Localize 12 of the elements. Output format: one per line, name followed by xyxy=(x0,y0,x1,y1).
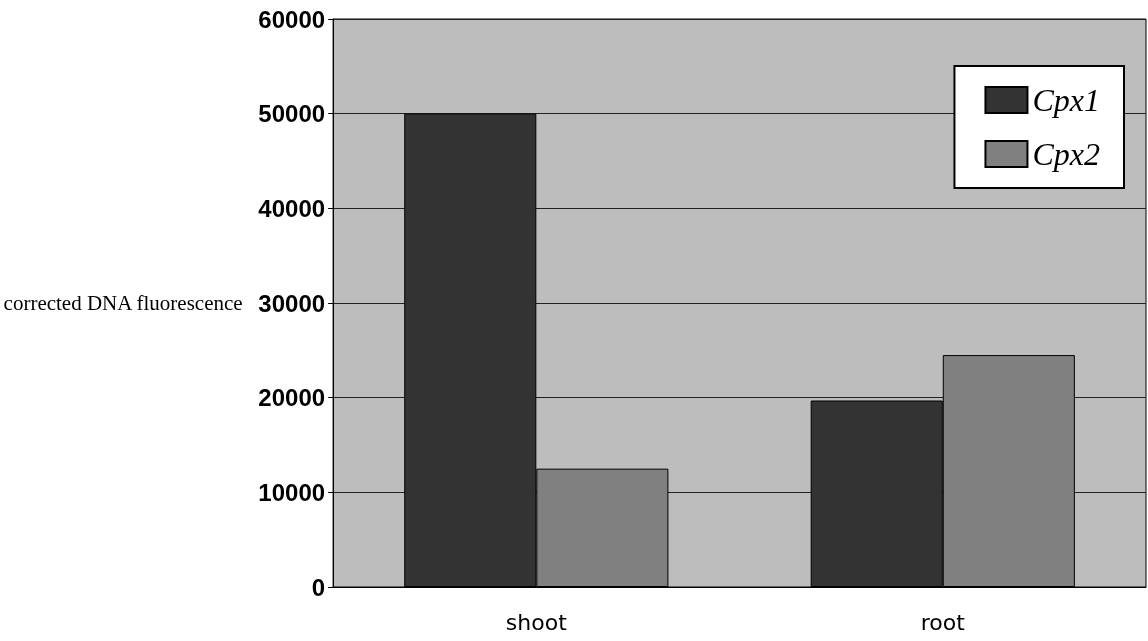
y-axis-title: corrected DNA fluorescence xyxy=(3,291,243,315)
y-tick-label: 50000 xyxy=(258,100,326,128)
y-tick-label: 20000 xyxy=(258,384,326,412)
y-tick-label: 30000 xyxy=(258,289,326,317)
legend-label: Cpx1 xyxy=(1032,82,1100,118)
y-tick-label: 40000 xyxy=(258,194,326,222)
y-tick-label: 60000 xyxy=(258,5,326,33)
x-tick-label: root xyxy=(920,609,966,635)
x-tick-label: shoot xyxy=(505,609,568,635)
legend-label: Cpx2 xyxy=(1032,136,1100,172)
y-tick-label: 10000 xyxy=(258,478,326,506)
y-tick-label: 0 xyxy=(311,573,326,601)
